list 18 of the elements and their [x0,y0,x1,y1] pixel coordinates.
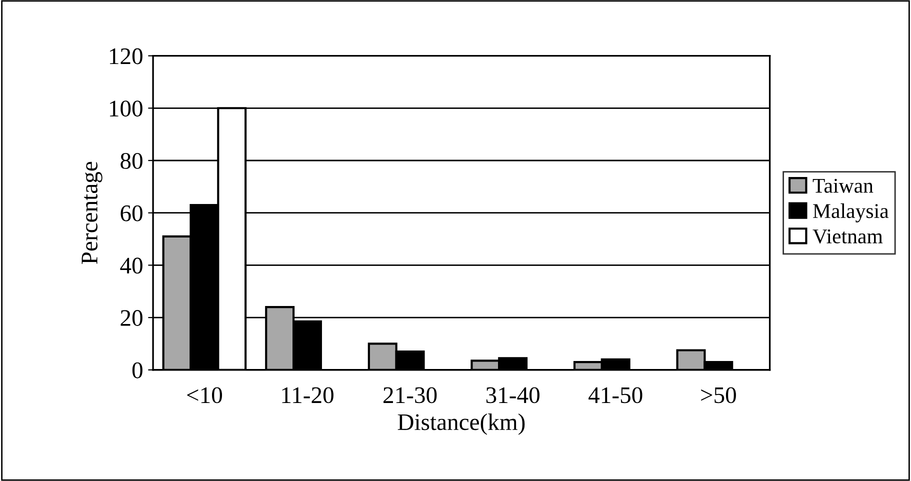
x-tick-label: 21-30 [384,387,437,404]
legend-label: Malaysia [813,203,889,222]
y-tick-label: 40 [120,258,142,274]
y-tick-label: 120 [110,48,142,64]
y-tick-label: 80 [120,152,142,169]
y-tick-label: 0 [132,362,142,378]
x-tick-label: 31-40 [486,387,540,404]
x-axis-title: Distance(km) [398,414,525,435]
legend-label: Taiwan [812,178,874,193]
y-tick-label: 60 [120,205,142,222]
y-tick-label: 100 [110,100,142,117]
legend-label: Vietnam [812,229,883,244]
x-tick-label: 11-20 [282,387,334,404]
y-axis-title: Percentage [82,162,102,264]
x-tick-label: >50 [701,387,736,404]
y-tick-label: 20 [120,310,142,326]
x-tick-label: <10 [187,387,222,404]
x-tick-label: 41-50 [588,387,642,404]
